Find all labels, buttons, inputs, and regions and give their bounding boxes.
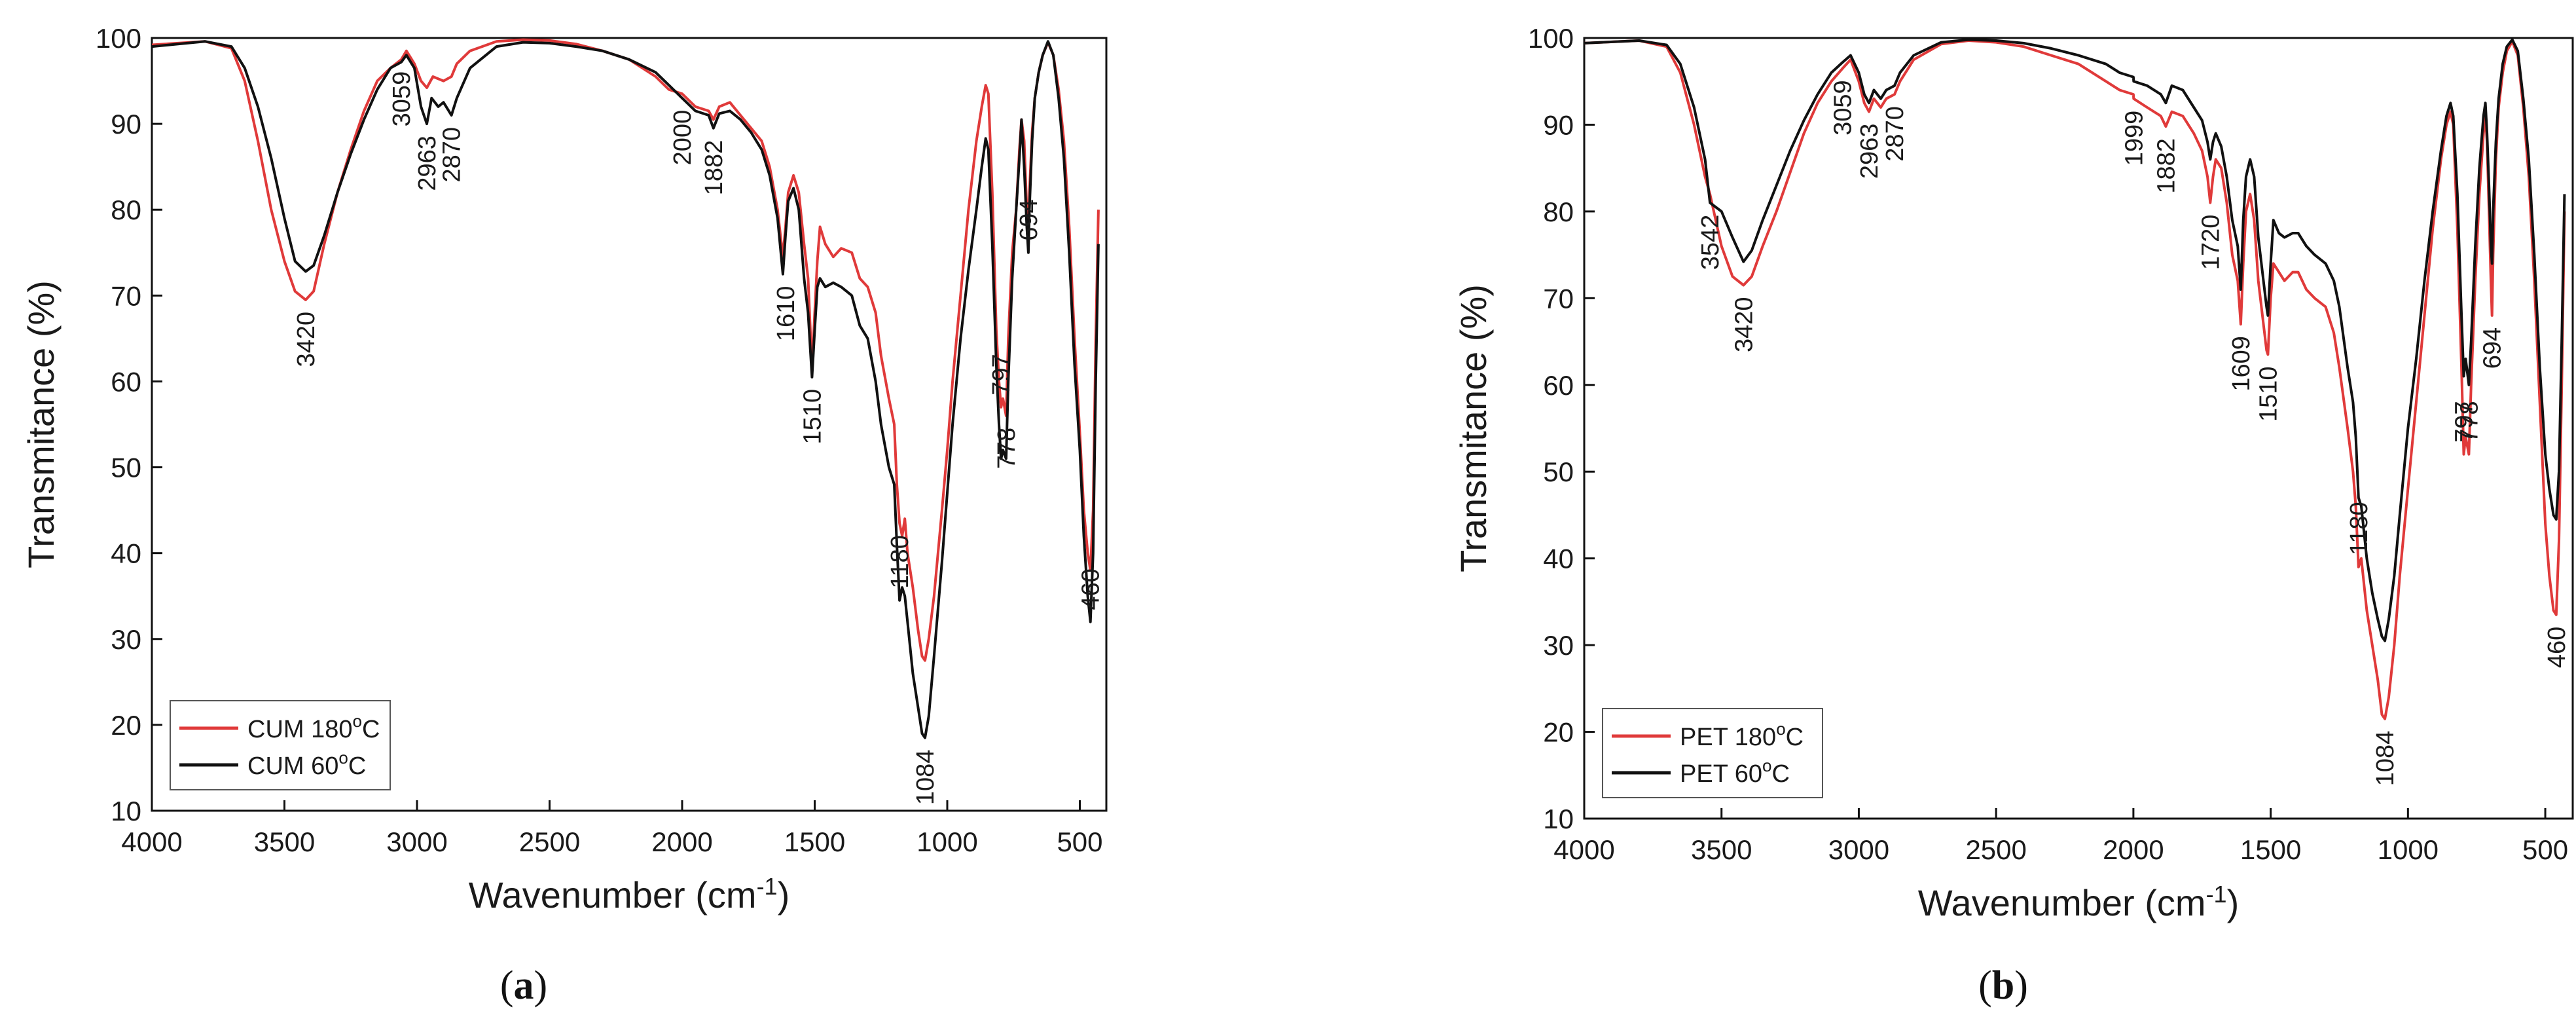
y-tick-label: 90 [111, 109, 141, 139]
x-tick-label: 3500 [1691, 834, 1752, 865]
peak-label: 2963 [414, 136, 441, 191]
y-tick-label: 50 [111, 453, 141, 483]
y-axis-title: Transmitance (%) [20, 280, 62, 568]
peak-label: 1084 [2372, 731, 2399, 786]
x-tick-label: 2500 [519, 826, 580, 857]
x-tick-label: 4000 [1553, 834, 1614, 865]
x-tick-label: 1500 [784, 826, 845, 857]
y-tick-label: 70 [111, 280, 141, 311]
x-tick-label: 2000 [651, 826, 712, 857]
peak-label: 3542 [1697, 215, 1724, 270]
peak-label: 2000 [669, 110, 697, 166]
x-tick-label: 500 [2522, 834, 2568, 865]
peak-label: 1180 [2346, 502, 2373, 555]
peak-label: 460 [1078, 568, 1105, 610]
plot-frame [151, 37, 1108, 812]
series-line-180c [1584, 39, 2566, 720]
y-tick-label: 80 [111, 194, 141, 225]
x-tick-label: 3000 [386, 826, 447, 857]
panel-caption: (a) [500, 963, 547, 1008]
legend-box [170, 700, 391, 790]
x-tick-label: 2000 [2103, 834, 2164, 865]
y-tick-label: 20 [111, 710, 141, 741]
x-axis-title: Wavenumber (cm-1) [1918, 881, 2239, 923]
legend-entry: PET 60oC [1680, 756, 1790, 788]
x-tick-label: 3000 [1828, 834, 1889, 865]
y-tick-label: 60 [1543, 370, 1574, 401]
y-tick-label: 100 [1528, 23, 1574, 54]
peak-label: 1180 [886, 535, 914, 589]
peak-label: 2870 [439, 127, 466, 183]
x-tick-label: 4000 [121, 826, 182, 857]
peak-label: 1720 [2197, 215, 2224, 270]
peak-label: 1610 [772, 286, 800, 342]
legend-entry: CUM 60oC [247, 748, 366, 780]
peak-label: 1999 [2120, 111, 2148, 166]
y-tick-label: 10 [1543, 804, 1574, 834]
y-tick-label: 30 [1543, 630, 1574, 661]
peak-label: 778 [2456, 401, 2483, 442]
x-axis-title: Wavenumber (cm-1) [469, 873, 789, 916]
peak-label: 797 [988, 354, 1015, 395]
peak-label: 1510 [799, 389, 826, 445]
legend-box [1602, 708, 1823, 798]
peak-label: 1510 [2255, 366, 2282, 422]
legend: PET 180oC PET 60oC [1602, 708, 1823, 798]
legend-entry: PET 180oC [1680, 719, 1804, 751]
x-tick-label: 500 [1057, 826, 1102, 857]
peak-label: 2870 [1881, 106, 1909, 162]
peak-label: 694 [2479, 327, 2507, 369]
peak-label: 1609 [2228, 336, 2255, 392]
peak-label: 3420 [1730, 297, 1758, 352]
peak-label: 694 [1015, 199, 1043, 240]
legend: CUM 180oC CUM 60oC [170, 700, 391, 790]
legend-entry: CUM 180oC [247, 711, 380, 743]
series-line-60c [1584, 38, 2566, 642]
chart-panel-a: 4000 3500 3000 2500 2000 1500 1000 500 10 20 30 40 5… [20, 23, 1108, 1008]
y-tick-label: 60 [111, 366, 141, 397]
panel-caption: (b) [1978, 963, 2028, 1008]
y-tick-label: 50 [1543, 456, 1574, 487]
x-tick-label: 1500 [2240, 834, 2301, 865]
y-tick-label: 90 [1543, 109, 1574, 140]
y-tick-label: 20 [1543, 717, 1574, 748]
x-tick-label: 1000 [916, 826, 977, 857]
y-tick-label: 30 [111, 624, 141, 655]
x-tick-label: 2500 [1965, 834, 2026, 865]
y-tick-label: 70 [1543, 283, 1574, 314]
peak-label: 460 [2543, 627, 2571, 668]
y-tick-label: 40 [1543, 544, 1574, 574]
y-tick-label: 40 [111, 538, 141, 569]
peak-label: 2963 [1856, 124, 1883, 179]
y-tick-label: 100 [96, 23, 141, 54]
plot-frame [1583, 37, 2574, 820]
x-tick-label: 1000 [2378, 834, 2439, 865]
y-tick-label: 10 [111, 796, 141, 826]
peak-label: 1882 [700, 140, 728, 196]
peak-label: 1882 [2152, 138, 2180, 194]
peak-label: 778 [993, 428, 1021, 469]
y-tick-label: 80 [1543, 196, 1574, 227]
peak-label: 797 [2450, 401, 2478, 442]
x-tick-label: 3500 [254, 826, 315, 857]
peak-label: 3059 [388, 71, 416, 127]
y-axis-title: Transmitance (%) [1453, 284, 1494, 572]
peak-label: 3059 [1830, 80, 1857, 136]
peak-label: 3420 [293, 312, 320, 367]
peak-label: 1084 [912, 750, 939, 805]
series-line-60c [152, 40, 1100, 739]
chart-panel-b: 4000 3500 3000 2500 2000 1500 1000 500 10 20 30 40 5… [1453, 23, 2574, 1008]
